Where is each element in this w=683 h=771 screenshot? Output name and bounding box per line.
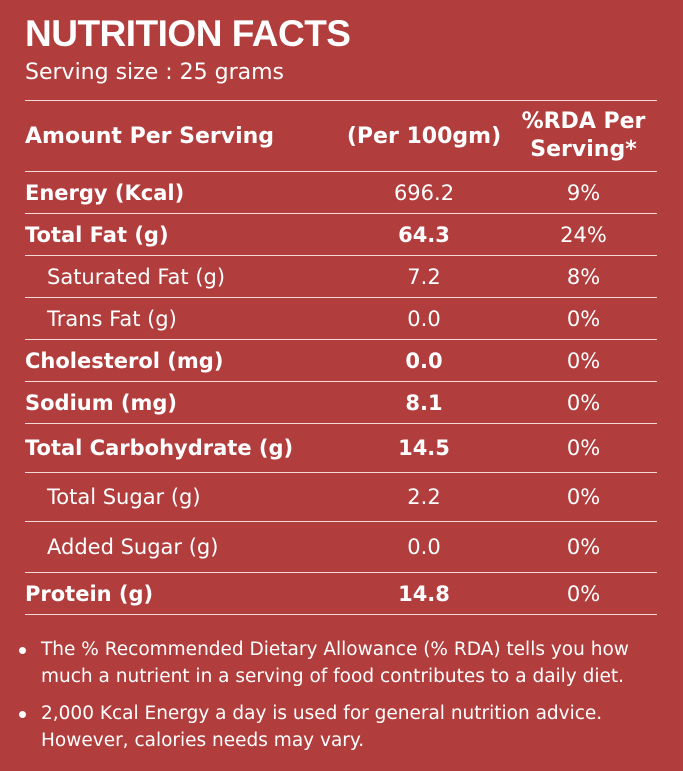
nutrient-value: 64.3 [338, 213, 510, 256]
column-header-per-100gm: (Per 100gm) [338, 101, 510, 172]
nutrient-value: 0.0 [338, 521, 510, 573]
nutrient-name: Cholesterol (mg) [25, 339, 338, 382]
nutrient-name: Sodium (mg) [25, 381, 338, 424]
bullet-icon [19, 711, 26, 718]
divider [25, 100, 657, 101]
table-row: Total Fat (g) 64.3 24% [25, 213, 657, 256]
page-title: NUTRITION FACTS [25, 13, 351, 54]
nutrition-table: Amount Per Serving (Per 100gm) %RDA Per … [25, 101, 657, 615]
nutrient-rda: 0% [510, 297, 657, 340]
nutrient-rda: 0% [510, 572, 657, 615]
nutrition-facts-panel: NUTRITION FACTS Serving size : 25 grams … [25, 0, 657, 615]
serving-size: Serving size : 25 grams [25, 60, 285, 85]
table-header-row: Amount Per Serving (Per 100gm) %RDA Per … [25, 101, 657, 172]
nutrient-name: Energy (Kcal) [25, 171, 338, 214]
nutrient-name: Trans Fat (g) [25, 297, 338, 340]
nutrient-rda: 9% [510, 171, 657, 214]
footnotes: The % Recommended Dietary Allowance (% R… [17, 636, 667, 764]
list-item: The % Recommended Dietary Allowance (% R… [17, 636, 667, 690]
table-row: Added Sugar (g) 0.0 0% [25, 521, 657, 573]
nutrient-rda: 8% [510, 255, 657, 298]
nutrient-value: 14.5 [338, 423, 510, 473]
nutrient-value: 696.2 [338, 171, 510, 214]
footnote-text: The % Recommended Dietary Allowance (% R… [41, 639, 629, 687]
nutrient-value: 2.2 [338, 472, 510, 522]
nutrient-rda: 0% [510, 521, 657, 573]
nutrient-value: 0.0 [338, 339, 510, 382]
table-row: Energy (Kcal) 696.2 9% [25, 171, 657, 214]
nutrient-value: 8.1 [338, 381, 510, 424]
column-header-rda: %RDA Per Serving* [510, 101, 657, 172]
table-row: Cholesterol (mg) 0.0 0% [25, 339, 657, 382]
nutrient-rda: 24% [510, 213, 657, 256]
nutrient-name: Total Sugar (g) [25, 472, 338, 522]
footnote-text: 2,000 Kcal Energy a day is used for gene… [41, 703, 603, 751]
nutrient-rda: 0% [510, 381, 657, 424]
nutrient-name: Total Fat (g) [25, 213, 338, 256]
table-row: Total Sugar (g) 2.2 0% [25, 472, 657, 522]
table-row: Total Carbohydrate (g) 14.5 0% [25, 423, 657, 473]
nutrient-value: 14.8 [338, 572, 510, 615]
nutrient-name: Added Sugar (g) [25, 521, 338, 573]
nutrient-name: Total Carbohydrate (g) [25, 423, 338, 473]
table-row: Sodium (mg) 8.1 0% [25, 381, 657, 424]
bullet-icon [19, 647, 26, 654]
table-row: Protein (g) 14.8 0% [25, 572, 657, 615]
table-row: Trans Fat (g) 0.0 0% [25, 297, 657, 340]
nutrient-value: 0.0 [338, 297, 510, 340]
nutrient-name: Saturated Fat (g) [25, 255, 338, 298]
column-header-amount: Amount Per Serving [25, 101, 338, 172]
nutrient-rda: 0% [510, 339, 657, 382]
nutrient-value: 7.2 [338, 255, 510, 298]
list-item: 2,000 Kcal Energy a day is used for gene… [17, 700, 667, 754]
nutrient-name: Protein (g) [25, 572, 338, 615]
nutrient-rda: 0% [510, 472, 657, 522]
nutrient-rda: 0% [510, 423, 657, 473]
table-row: Saturated Fat (g) 7.2 8% [25, 255, 657, 298]
